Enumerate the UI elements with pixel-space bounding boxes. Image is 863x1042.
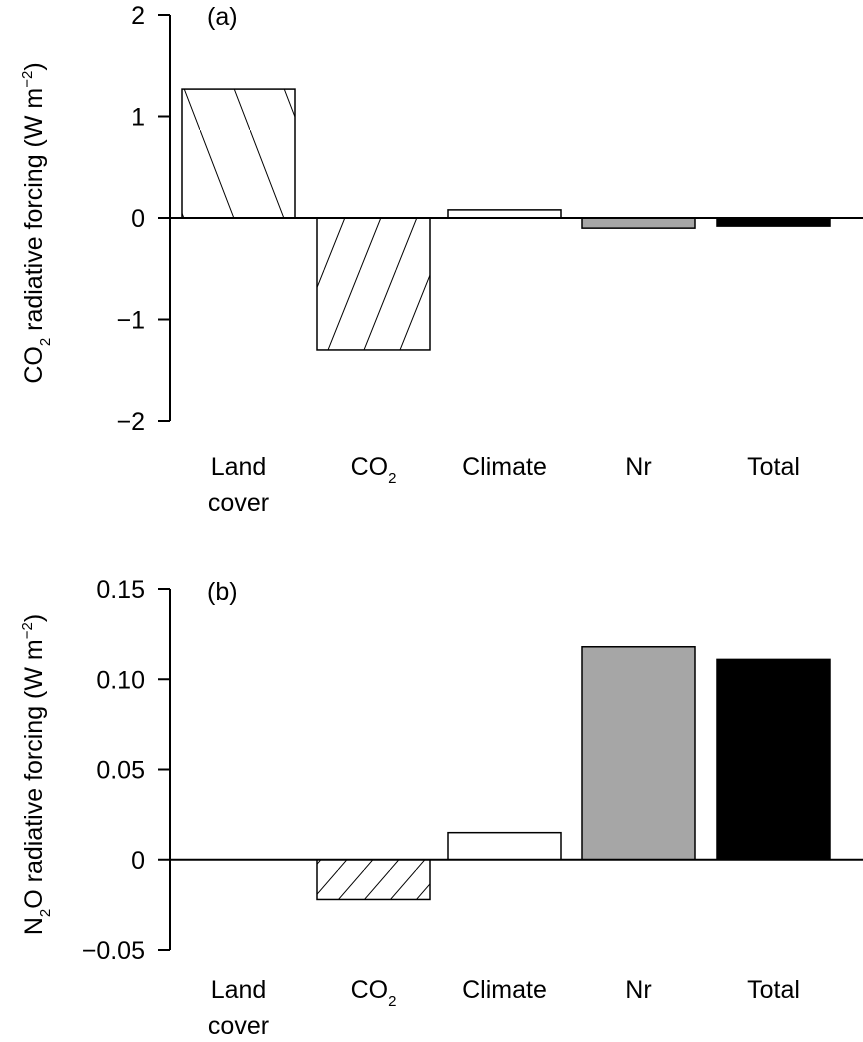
bar-3 — [447, 831, 562, 861]
y-tick-label: 0 — [131, 847, 145, 875]
y-tick-label: 0 — [131, 205, 145, 233]
panel-label: (a) — [207, 3, 238, 31]
bar-5 — [716, 217, 831, 227]
category-label: Land cover — [208, 453, 269, 517]
category-label: Nr — [625, 976, 651, 1004]
panel-a: 2 1 0 −1 −2 (a) Land cover CO2 Climate Nr Total CO2 … — [19, 2, 863, 517]
y-tick-label: −1 — [116, 307, 145, 335]
category-label: Nr — [625, 453, 651, 481]
category-label: Land cover — [208, 976, 269, 1040]
y-tick-label: −2 — [116, 408, 145, 436]
category-label: Total — [747, 976, 800, 1004]
category-label: Climate — [462, 976, 547, 1004]
bar-4 — [581, 646, 696, 861]
y-tick-label: 0.15 — [96, 576, 145, 604]
y-tick-label: 2 — [131, 2, 145, 30]
category-label: Total — [747, 453, 800, 481]
y-axis-title: N2O radiative forcing (W m−2) — [19, 614, 54, 935]
bar-5 — [716, 658, 831, 861]
bar-3 — [447, 209, 562, 219]
panel-b: 0.15 0.10 0.05 0 −0.05 (b) Land cover CO2 Climate… — [19, 576, 863, 1040]
category-label: Climate — [462, 453, 547, 481]
y-axis-title: CO2 radiative forcing (W m−2) — [19, 62, 54, 383]
category-label: CO2 — [351, 453, 397, 487]
y-tick-label: 1 — [131, 104, 145, 132]
bar-4 — [581, 217, 696, 229]
y-tick-label: 0.05 — [96, 757, 145, 785]
panel-label: (b) — [207, 578, 238, 606]
bar-2 — [316, 859, 431, 901]
category-label: CO2 — [351, 976, 397, 1010]
bar-2 — [316, 217, 431, 351]
y-tick-label: 0.10 — [96, 666, 145, 694]
y-tick-label: −0.05 — [82, 937, 145, 965]
bar-1 — [181, 88, 296, 219]
